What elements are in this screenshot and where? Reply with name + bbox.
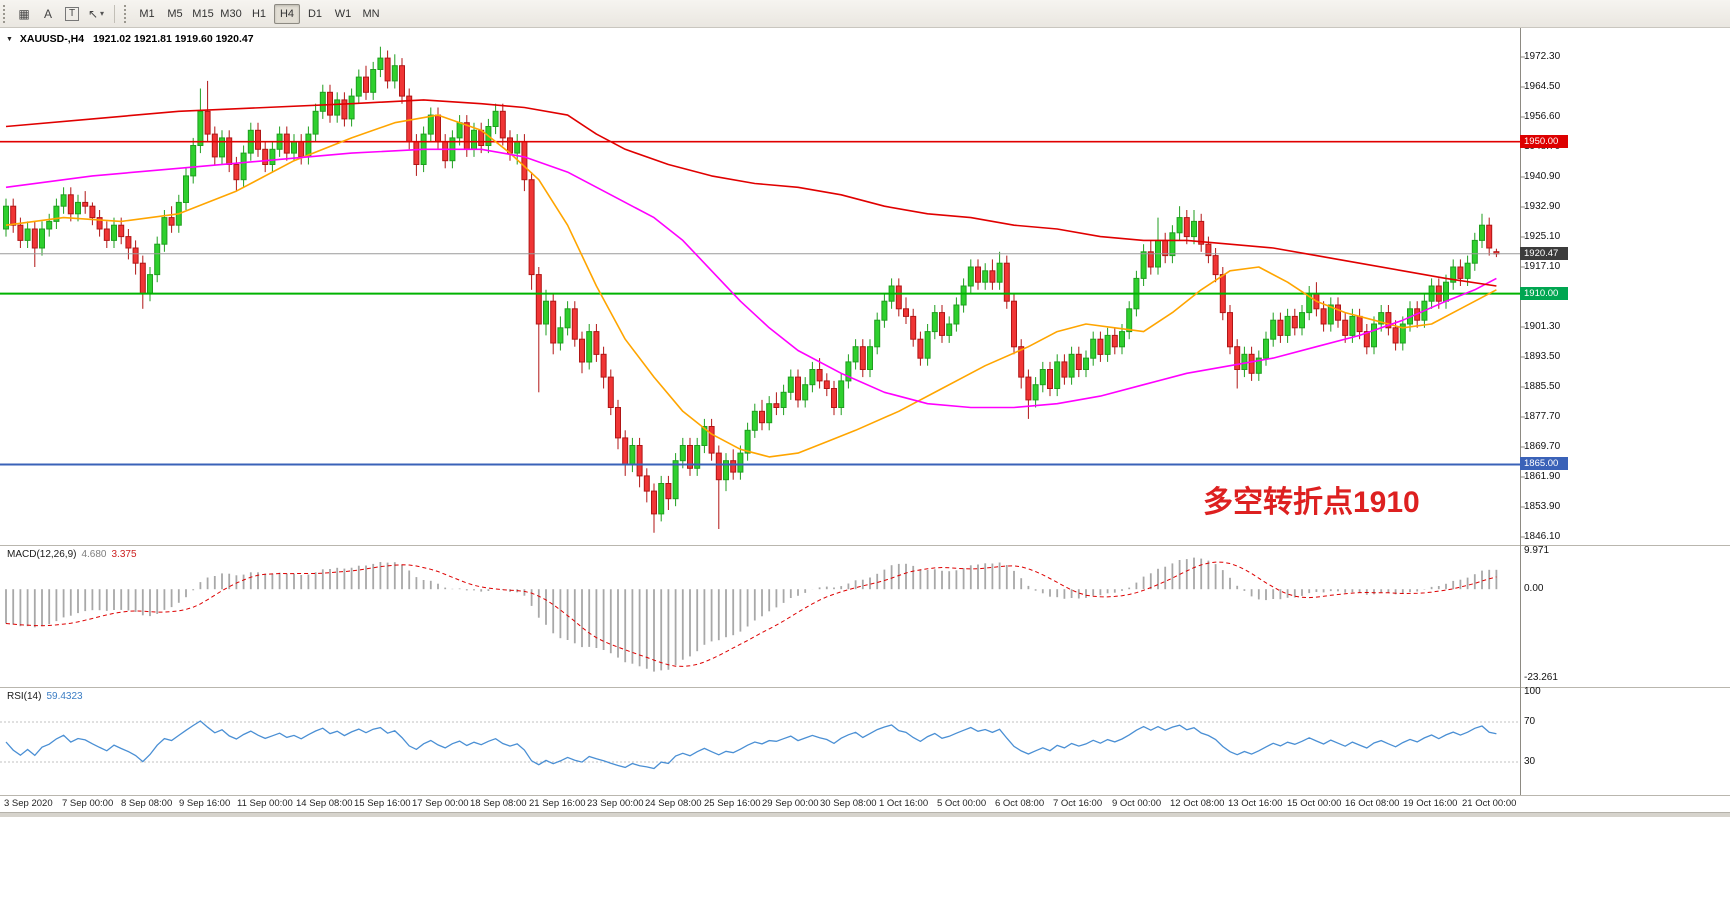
rsi-name: RSI(14) (7, 691, 42, 702)
cursor-icon: ↖ (87, 6, 99, 21)
time-axis-label: 16 Oct 08:00 (1345, 798, 1400, 809)
macd-signal-value: 3.375 (111, 549, 137, 560)
price-axis-label: 1917.10 (1524, 261, 1561, 272)
rsi-value: 59.4323 (46, 691, 83, 702)
time-axis-label: 12 Oct 08:00 (1170, 798, 1225, 809)
time-axis-label: 5 Oct 00:00 (937, 798, 987, 809)
timeframe-w1-button[interactable]: W1 (330, 4, 356, 24)
price-axis-label: 1885.50 (1524, 381, 1561, 392)
rsi-indicator-label: RSI(14) 59.4323 (7, 691, 83, 702)
macd-layer (5, 557, 1498, 672)
text-tool-button[interactable]: T (61, 3, 83, 25)
price-axis-label: 1846.10 (1524, 531, 1561, 542)
timeframe-m30-button[interactable]: M30 (218, 4, 244, 24)
rsi-scale-label: 70 (1524, 716, 1536, 727)
price-axis-label: 1853.90 (1524, 501, 1561, 512)
chart-frame-layer (0, 28, 1730, 796)
time-axis-label: 18 Sep 08:00 (470, 798, 527, 809)
time-axis-label: 17 Sep 00:00 (412, 798, 469, 809)
price-tag-1950.00: 1950.00 (1520, 135, 1568, 148)
macd-indicator-label: MACD(12,26,9) 4.680 3.375 (7, 549, 137, 560)
time-axis-label: 11 Sep 00:00 (237, 798, 293, 809)
macd-name: MACD(12,26,9) (7, 549, 77, 560)
price-axis-label: 1877.70 (1524, 411, 1561, 422)
time-axis-label: 1 Oct 16:00 (879, 798, 929, 809)
letter-a-icon: A (43, 6, 52, 21)
time-axis-label: 29 Sep 00:00 (762, 798, 819, 809)
rsi-scale-label: 100 (1524, 686, 1541, 697)
time-axis-label: 23 Sep 00:00 (587, 798, 644, 809)
time-axis-label: 8 Sep 08:00 (121, 798, 173, 809)
price-axis-label: 1932.90 (1524, 201, 1561, 212)
price-tag-1920.47: 1920.47 (1520, 247, 1568, 260)
letter-t-icon: T (64, 6, 80, 21)
moving-averages-layer (5, 99, 1497, 458)
timeframe-h4-button[interactable]: H4 (274, 3, 300, 24)
price-axis-label: 1925.10 (1524, 231, 1561, 242)
timeframe-h1-button[interactable]: H1 (246, 4, 272, 24)
price-axis-label: 1869.70 (1524, 441, 1561, 452)
rsi-layer (0, 720, 1520, 770)
horizontal-lines-layer[interactable] (0, 140, 1520, 466)
horizontal-scrollbar[interactable] (0, 812, 1730, 817)
templates-tool-button[interactable]: ▦ (13, 3, 35, 25)
symbol-period-label: XAUUSD-,H4 (19, 33, 85, 45)
label-tool-button[interactable]: A (37, 3, 59, 25)
price-axis-label: 1901.30 (1524, 321, 1561, 332)
rsi-scale-label: 30 (1524, 756, 1536, 767)
price-tag-1865.00: 1865.00 (1520, 457, 1568, 470)
macd-scale-label: -23.261 (1524, 672, 1558, 683)
timeframe-drag-handle[interactable] (124, 4, 129, 23)
time-axis-label: 25 Sep 16:00 (704, 798, 761, 809)
chart-title: ▼ XAUUSD-,H4 1921.02 1921.81 1919.60 192… (6, 33, 260, 45)
macd-scale-label: 9.971 (1524, 545, 1550, 556)
candles-layer (3, 46, 1500, 533)
price-tag-1910.00: 1910.00 (1520, 287, 1568, 300)
price-axis-label: 1861.90 (1524, 471, 1561, 482)
time-axis-label: 30 Sep 08:00 (820, 798, 877, 809)
timeframe-m1-button[interactable]: M1 (134, 4, 160, 24)
time-axis-label: 7 Oct 16:00 (1053, 798, 1103, 809)
price-axis-label: 1972.30 (1524, 51, 1561, 62)
chevron-down-icon: ▾ (100, 9, 105, 18)
toolbar-separator (114, 4, 115, 23)
time-axis-label: 21 Oct 00:00 (1462, 798, 1517, 809)
time-axis-label: 15 Sep 16:00 (354, 798, 411, 809)
time-axis-label: 21 Sep 16:00 (529, 798, 586, 809)
cursor-tool-button[interactable]: ↖ ▾ (85, 3, 107, 25)
time-axis-label: 9 Sep 16:00 (179, 798, 231, 809)
price-axis-label: 1940.90 (1524, 171, 1561, 182)
time-axis-label: 24 Sep 08:00 (645, 798, 702, 809)
ohlc-values: 1921.02 1921.81 1919.60 1920.47 (92, 33, 254, 45)
timeframe-m15-button[interactable]: M15 (190, 4, 216, 24)
time-axis-label: 7 Sep 00:00 (62, 798, 114, 809)
macd-scale-label: 0.00 (1524, 583, 1544, 594)
macd-main-value: 4.680 (81, 549, 107, 560)
price-axis-label: 1964.50 (1524, 81, 1561, 92)
time-axis-label: 19 Oct 16:00 (1403, 798, 1458, 809)
annotation-text: 多空转折点1910 (1203, 486, 1420, 519)
time-axis-label: 13 Oct 16:00 (1228, 798, 1283, 809)
time-axis-label: 14 Sep 08:00 (296, 798, 353, 809)
timeframe-mn-button[interactable]: MN (358, 4, 384, 24)
timeframe-m5-button[interactable]: M5 (162, 4, 188, 24)
one-click-trading-toggle-icon[interactable]: ▼ (6, 36, 13, 43)
grid-icon: ▦ (18, 6, 30, 21)
time-axis-label: 9 Oct 00:00 (1112, 798, 1162, 809)
timeframe-d1-button[interactable]: D1 (302, 4, 328, 24)
time-axis-label: 15 Oct 00:00 (1287, 798, 1342, 809)
time-axis-label: 6 Oct 08:00 (995, 798, 1045, 809)
time-axis-label: 3 Sep 2020 (4, 798, 53, 809)
price-axis-label: 1956.60 (1524, 111, 1561, 122)
toolbar-drag-handle[interactable] (3, 4, 8, 23)
price-axis-label: 1893.50 (1524, 351, 1561, 362)
toolbar: ▦ A T ↖ ▾ M1 M5 M15 M30 H1 H4 D1 W1 MN (0, 0, 1730, 28)
